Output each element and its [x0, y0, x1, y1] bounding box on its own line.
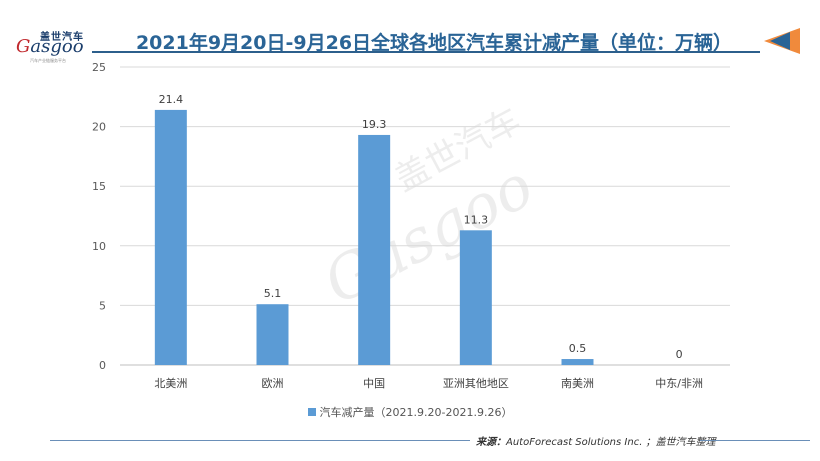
x-tick-label: 欧洲 — [262, 377, 284, 390]
logo-en-text: Gasgoo — [16, 36, 84, 57]
y-tick-label: 25 — [92, 61, 106, 74]
y-tick-label: 0 — [99, 359, 106, 372]
data-label: 5.1 — [264, 287, 282, 300]
legend-swatch — [307, 408, 316, 416]
data-label: 0 — [676, 348, 683, 361]
corner-arrow-icon — [764, 28, 800, 54]
bar-0 — [154, 109, 187, 365]
data-label: 19.3 — [362, 118, 387, 131]
x-tick-label: 亚洲其他地区 — [443, 377, 509, 390]
watermark: 盖世汽车 Gasgoo — [313, 101, 545, 319]
y-tick-label: 10 — [92, 240, 106, 253]
x-tick-label: 南美洲 — [561, 377, 594, 390]
data-label: 21.4 — [159, 93, 184, 106]
logo-tagline: 汽车产业链服务平台 — [30, 58, 66, 63]
gasgoo-logo: 盖世汽车 Gasgoo 汽车产业链服务平台 — [10, 28, 90, 63]
footer-divider-left — [50, 440, 470, 441]
data-label: 0.5 — [569, 342, 587, 355]
x-tick-label: 北美洲 — [154, 377, 187, 390]
footer-divider-right — [700, 440, 810, 441]
bar-2 — [358, 134, 391, 365]
x-tick-label: 中国 — [363, 377, 385, 390]
data-label: 11.3 — [464, 213, 489, 226]
y-tick-label: 20 — [92, 121, 106, 134]
legend: 汽车减产量（2021.9.20-2021.9.26） — [0, 404, 820, 420]
x-axis-ticks: 北美洲 欧洲 中国 亚洲其他地区 南美洲 中东/非洲 — [154, 377, 703, 390]
legend-label: 汽车减产量（2021.9.20-2021.9.26） — [319, 406, 513, 419]
bar-4 — [561, 359, 594, 365]
y-axis-ticks: 0 5 10 15 20 25 — [92, 61, 106, 372]
x-tick-label: 中东/非洲 — [655, 377, 703, 390]
logo-cn-text: 盖世汽车 — [40, 32, 84, 43]
source-note: 来源：AutoForecast Solutions Inc. ；盖世汽车整理 — [476, 437, 716, 448]
header-divider — [92, 51, 760, 53]
data-labels: 21.4 5.1 19.3 11.3 0.5 0 — [159, 93, 683, 361]
bar-1 — [256, 304, 289, 365]
bars — [154, 109, 594, 365]
bar-3 — [459, 230, 492, 365]
page-title: 2021年9月20日-9月26日全球各地区汽车累计减产量（单位：万辆） — [135, 32, 733, 54]
y-tick-label: 15 — [92, 180, 106, 193]
grid-lines — [120, 66, 730, 366]
y-tick-label: 5 — [99, 299, 106, 312]
